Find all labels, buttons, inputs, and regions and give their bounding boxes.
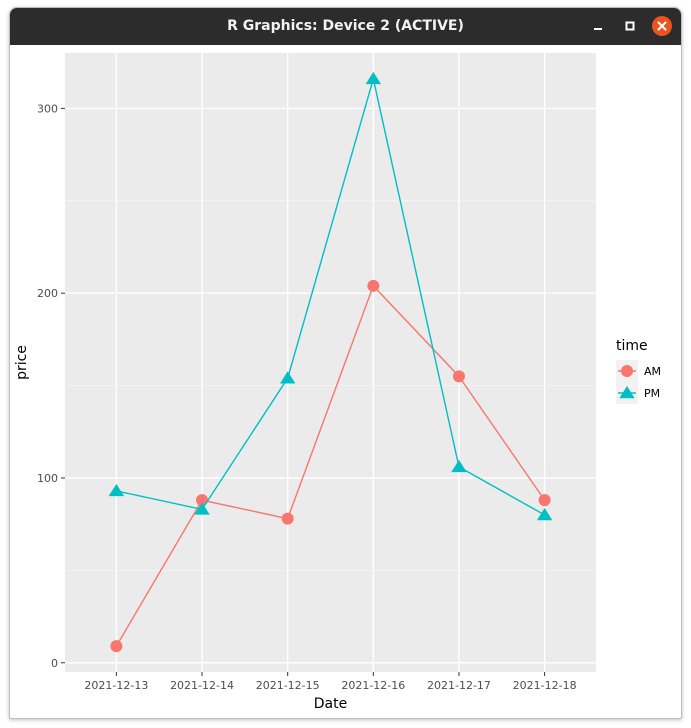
data-point — [110, 640, 123, 653]
x-tick-label: 2021-12-17 — [427, 679, 491, 692]
data-point — [367, 279, 380, 292]
legend-label: AM — [644, 365, 661, 378]
x-tick-label: 2021-12-16 — [341, 679, 405, 692]
legend-title: time — [616, 338, 648, 354]
legend-label: PM — [644, 387, 660, 400]
x-tick-label: 2021-12-15 — [256, 679, 320, 692]
x-axis-label: Date — [314, 696, 347, 712]
close-button[interactable] — [652, 16, 672, 36]
minimize-icon — [594, 28, 602, 30]
legend-item-am: AM — [616, 360, 661, 382]
data-point — [365, 71, 382, 85]
title-bar[interactable]: R Graphics: Device 2 (ACTIVE) — [10, 8, 681, 45]
window-title: R Graphics: Device 2 (ACTIVE) — [227, 18, 464, 34]
series-layer — [108, 71, 553, 653]
series-pm — [108, 71, 553, 521]
data-point — [538, 494, 551, 507]
data-point — [281, 512, 294, 525]
maximize-icon — [625, 21, 635, 31]
y-tick-label: 300 — [37, 102, 58, 115]
data-point — [452, 370, 465, 383]
y-axis-label: price — [14, 345, 30, 380]
y-tick-label: 100 — [37, 472, 58, 485]
plot-panel — [65, 53, 596, 672]
x-tick-label: 2021-12-18 — [513, 679, 577, 692]
data-point — [194, 502, 210, 515]
legend-item-pm: PM — [616, 382, 660, 404]
series-line — [116, 78, 545, 516]
y-tick-label: 200 — [37, 287, 58, 300]
data-point — [108, 483, 125, 497]
series-am — [110, 279, 551, 653]
minimize-button[interactable] — [588, 16, 608, 36]
data-point — [279, 371, 296, 384]
legend-marker — [621, 365, 633, 377]
legend-marker — [619, 386, 635, 399]
axes: 0 100 200 300 2021-12-13 2021-12-14 2021-12-15… — [37, 102, 577, 692]
r-graphics-window: R Graphics: Device 2 (ACTIVE) 0 100 200 300… — [9, 7, 682, 719]
y-tick-label: 0 — [51, 657, 58, 670]
plot-area: 0 100 200 300 2021-12-13 2021-12-14 2021-12-15… — [10, 45, 681, 718]
data-point — [536, 507, 553, 521]
data-point — [196, 494, 209, 507]
legend: time AM PM — [616, 338, 661, 404]
series-line — [115, 284, 546, 647]
maximize-button[interactable] — [620, 16, 640, 36]
line-chart: 0 100 200 300 2021-12-13 2021-12-14 2021-12-15… — [14, 53, 661, 712]
close-icon — [657, 21, 667, 31]
x-tick-label: 2021-12-14 — [170, 679, 234, 692]
x-tick-label: 2021-12-13 — [84, 679, 148, 692]
minor-gridlines — [65, 200, 596, 571]
data-point — [451, 459, 467, 473]
major-gridlines — [65, 53, 596, 672]
